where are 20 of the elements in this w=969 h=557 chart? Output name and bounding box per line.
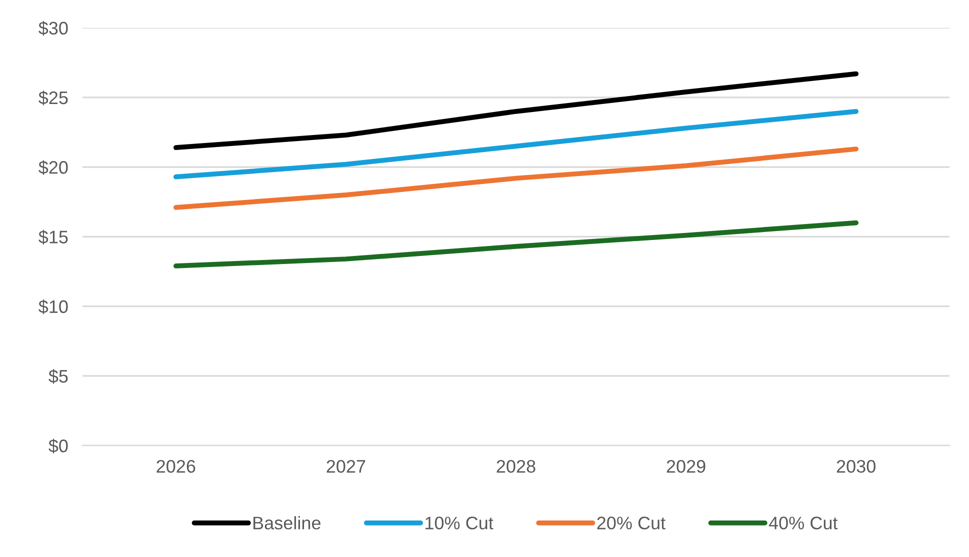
y-tick-label: $25 xyxy=(38,90,68,106)
legend-label: Baseline xyxy=(253,516,320,530)
x-tick-label: 2028 xyxy=(496,460,536,473)
line-series xyxy=(173,220,859,268)
line-series xyxy=(173,71,859,150)
x-tick-label: 2027 xyxy=(326,460,366,473)
y-tick-label: $10 xyxy=(38,300,68,314)
y-tick-label: $5 xyxy=(48,369,68,384)
y-tick-label: $20 xyxy=(38,160,68,175)
legend-label: 40% Cut xyxy=(768,516,838,530)
x-tick-label: 2026 xyxy=(156,460,196,473)
legend-label: 20% Cut xyxy=(597,516,666,530)
y-tick-label: $0 xyxy=(48,438,68,454)
y-tick-label: $15 xyxy=(38,230,68,245)
legend-label: 10% Cut xyxy=(426,516,494,530)
x-tick-label: 2029 xyxy=(666,460,706,473)
x-tick-label: 2030 xyxy=(836,460,876,473)
line-series xyxy=(173,108,859,180)
y-tick-label: $30 xyxy=(38,21,68,36)
line-series xyxy=(173,146,859,210)
